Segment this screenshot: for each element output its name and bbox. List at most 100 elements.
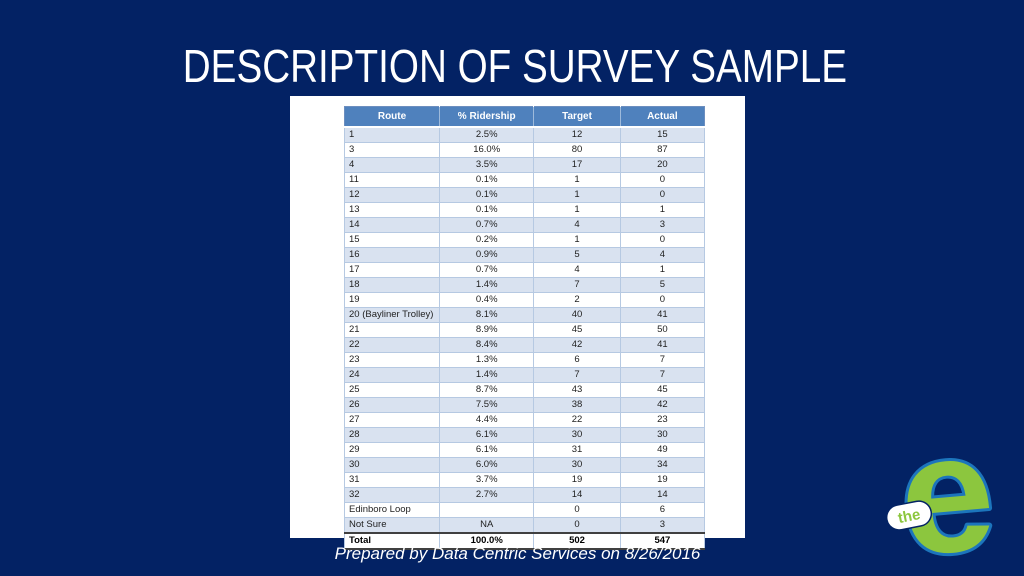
table-cell: 12 (533, 126, 621, 143)
table-cell: 4 (533, 217, 621, 233)
table-cell: 30 (533, 457, 621, 473)
table-cell: 0 (619, 292, 706, 308)
table-row: 29 6.1% 31 49 (343, 442, 706, 458)
total-cell: 547 (619, 532, 706, 550)
table-row: Edinboro Loop 0 6 (343, 502, 706, 518)
table-cell: 1.4% (439, 277, 535, 293)
table-cell: 8.1% (439, 307, 535, 323)
table-cell: 2.5% (439, 126, 535, 143)
table-cell: 6 (619, 502, 706, 518)
table-row: 12 0.1% 1 0 (343, 187, 706, 203)
table-total-row: Total 100.0% 502 547 (343, 532, 706, 550)
table-cell: 20 (619, 157, 706, 173)
logo-e-letter: e (892, 458, 1001, 560)
table-cell: 31 (343, 472, 441, 488)
table-cell: 0.2% (439, 232, 535, 248)
table-row: 4 3.5% 17 20 (343, 157, 706, 173)
table-row: 21 8.9% 45 50 (343, 322, 706, 338)
table-cell: 1.3% (439, 352, 535, 368)
table-cell: 0.1% (439, 202, 535, 218)
table-cell: Not Sure (343, 517, 441, 534)
table-cell: 15 (619, 126, 706, 143)
table-cell: 31 (533, 442, 621, 458)
table-cell: 18 (343, 277, 441, 293)
table-cell: 0.1% (439, 172, 535, 188)
table-cell: 32 (343, 487, 441, 503)
table-row: 24 1.4% 7 7 (343, 367, 706, 383)
column-header: % Ridership (439, 106, 534, 128)
table-cell: 1.4% (439, 367, 535, 383)
table-cell: 30 (343, 457, 441, 473)
table-cell: 6.1% (439, 442, 535, 458)
total-cell: 100.0% (439, 532, 535, 550)
table-cell: 19 (533, 472, 621, 488)
table-row: 18 1.4% 7 5 (343, 277, 706, 293)
table-cell: 6.0% (439, 457, 535, 473)
table-row: 17 0.7% 4 1 (343, 262, 706, 278)
table-row: 16 0.9% 5 4 (343, 247, 706, 263)
table-cell: 30 (619, 427, 706, 443)
table-cell: 87 (619, 142, 706, 158)
table-cell: 3 (343, 142, 441, 158)
table-cell: 0.1% (439, 187, 535, 203)
table-cell: 0 (533, 517, 621, 534)
table-cell: 7.5% (439, 397, 535, 413)
table-row: 3 16.0% 80 87 (343, 142, 706, 158)
table-row: 26 7.5% 38 42 (343, 397, 706, 413)
table-cell: 6 (533, 352, 621, 368)
total-row: Total 100.0% 502 547 (343, 532, 706, 550)
table-cell: 0.7% (439, 262, 535, 278)
table-cell: 49 (619, 442, 706, 458)
table-cell: 0 (619, 232, 706, 248)
table-cell: 4 (619, 247, 706, 263)
table-row: Not Sure NA 0 3 (343, 517, 706, 534)
table-cell: 42 (533, 337, 621, 353)
table-cell: 0 (619, 187, 706, 203)
table-cell: 16 (343, 247, 441, 263)
table-cell: 28 (343, 427, 441, 443)
table-cell: 41 (619, 337, 706, 353)
table-cell: 29 (343, 442, 441, 458)
table-cell: 8.4% (439, 337, 535, 353)
table-cell: 7 (619, 367, 706, 383)
table-row: 30 6.0% 30 34 (343, 457, 706, 473)
table-cell: 1 (533, 172, 621, 188)
table-row: 13 0.1% 1 1 (343, 202, 706, 218)
table-cell: 23 (343, 352, 441, 368)
table-cell: 13 (343, 202, 441, 218)
table-cell: 42 (619, 397, 706, 413)
table-cell: 14 (343, 217, 441, 233)
table-cell: 0.4% (439, 292, 535, 308)
table-cell: 0.9% (439, 247, 535, 263)
table-row: 28 6.1% 30 30 (343, 427, 706, 443)
table-body: 1 2.5% 12 15 3 16.0% 80 87 4 3.5% 17 20 11 0.1% 1 0 12 0.… (343, 126, 706, 534)
table-cell: 3 (619, 217, 706, 233)
table-cell: 1 (619, 202, 706, 218)
table-cell: 5 (619, 277, 706, 293)
table-cell: 6.1% (439, 427, 535, 443)
table-row: 22 8.4% 42 41 (343, 337, 706, 353)
table-cell: 40 (533, 307, 621, 323)
table-row: 14 0.7% 4 3 (343, 217, 706, 233)
table-row: 27 4.4% 22 23 (343, 412, 706, 428)
table-cell: 0.7% (439, 217, 535, 233)
table-cell: 15 (343, 232, 441, 248)
table-cell: 7 (533, 277, 621, 293)
table-cell: 0 (619, 172, 706, 188)
footer-credit: Prepared by Data Centric Services on 8/2… (334, 544, 701, 563)
table-cell: 7 (619, 352, 706, 368)
table-cell: 5 (533, 247, 621, 263)
table-cell: 17 (343, 262, 441, 278)
table-cell: 3.7% (439, 472, 535, 488)
logo-the-text: the (897, 506, 922, 527)
column-header: Actual (619, 106, 705, 128)
table-cell: 80 (533, 142, 621, 158)
table-cell: 2.7% (439, 487, 535, 503)
table-cell: 45 (533, 322, 621, 338)
logo-the-pill (885, 500, 933, 531)
table-row: 19 0.4% 2 0 (343, 292, 706, 308)
table-row: 11 0.1% 1 0 (343, 172, 706, 188)
table-panel: Route% Ridership Target Actual 1 2.5% 12 15 3 1… (290, 96, 745, 550)
table-row: 25 8.7% 43 45 (343, 382, 706, 398)
